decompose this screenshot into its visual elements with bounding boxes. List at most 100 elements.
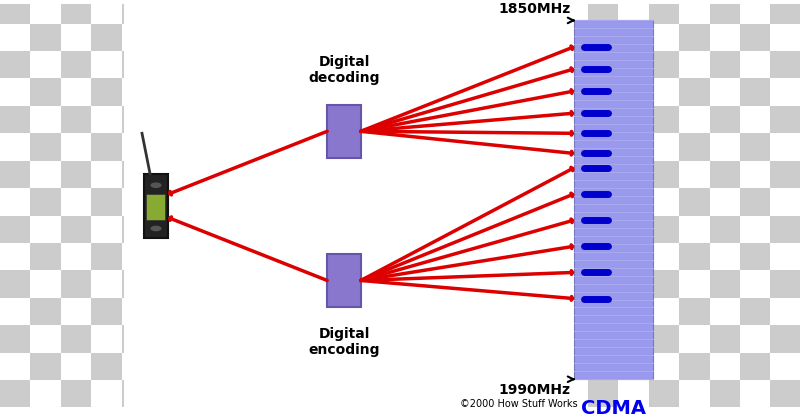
Text: ©2000 How Stuff Works: ©2000 How Stuff Works (459, 399, 578, 409)
Bar (30, 353, 61, 380)
Bar (588, 353, 618, 380)
Bar (122, 215, 124, 243)
Bar (61, 4, 91, 24)
Bar (61, 380, 91, 407)
Bar (30, 79, 61, 106)
Bar (0, 188, 30, 215)
Bar (710, 215, 740, 243)
Bar (30, 243, 61, 270)
Bar (0, 270, 30, 298)
Bar (588, 106, 618, 133)
Bar (679, 380, 710, 407)
Bar (618, 243, 649, 270)
Bar (740, 51, 770, 79)
Bar (30, 298, 61, 325)
Bar (146, 194, 165, 220)
Bar (61, 215, 91, 243)
Bar (679, 270, 710, 298)
Bar (679, 161, 710, 188)
Bar (618, 79, 649, 106)
Bar (588, 24, 618, 51)
Bar (710, 24, 740, 51)
Bar (588, 188, 618, 215)
Bar (61, 325, 91, 353)
Bar (30, 4, 61, 24)
Bar (618, 270, 649, 298)
Bar (61, 270, 91, 298)
Bar (61, 298, 91, 325)
Bar (649, 106, 679, 133)
Bar (0, 106, 30, 133)
Bar (0, 4, 30, 24)
Bar (679, 353, 710, 380)
Bar (770, 298, 800, 325)
Bar (770, 380, 800, 407)
Bar (710, 298, 740, 325)
Bar (618, 133, 649, 161)
Bar (122, 353, 124, 380)
Bar (618, 51, 649, 79)
Bar (770, 215, 800, 243)
Bar (122, 106, 124, 133)
Bar (679, 4, 710, 24)
Bar (770, 51, 800, 79)
Bar (740, 270, 770, 298)
Bar (618, 215, 649, 243)
Bar (679, 298, 710, 325)
Bar (588, 4, 618, 24)
Bar (679, 133, 710, 161)
Text: CDMA: CDMA (581, 399, 646, 418)
Bar (649, 270, 679, 298)
Bar (649, 51, 679, 79)
Bar (91, 24, 122, 51)
Bar (91, 215, 122, 243)
Bar (770, 161, 800, 188)
Bar (588, 215, 618, 243)
Bar (122, 79, 124, 106)
Bar (740, 4, 770, 24)
Bar (770, 79, 800, 106)
Bar (679, 24, 710, 51)
Bar (0, 79, 30, 106)
Bar (649, 188, 679, 215)
Bar (710, 188, 740, 215)
Bar (0, 243, 30, 270)
Bar (144, 173, 168, 238)
Bar (649, 4, 679, 24)
Bar (649, 325, 679, 353)
Bar (0, 51, 30, 79)
Bar (618, 106, 649, 133)
Bar (710, 353, 740, 380)
Bar (122, 380, 124, 407)
Bar (61, 106, 91, 133)
Bar (122, 24, 124, 51)
Bar (710, 325, 740, 353)
Bar (30, 133, 61, 161)
Bar (61, 133, 91, 161)
Bar (61, 188, 91, 215)
Bar (30, 106, 61, 133)
Bar (0, 380, 30, 407)
Bar (91, 4, 122, 24)
Bar (588, 380, 618, 407)
Bar (91, 188, 122, 215)
Bar (327, 254, 361, 307)
Bar (740, 243, 770, 270)
Bar (91, 79, 122, 106)
Bar (770, 353, 800, 380)
Bar (770, 24, 800, 51)
Bar (0, 325, 30, 353)
Bar (122, 161, 124, 188)
Bar (30, 270, 61, 298)
Bar (618, 325, 649, 353)
Bar (30, 51, 61, 79)
Bar (710, 51, 740, 79)
Bar (740, 325, 770, 353)
Bar (122, 133, 124, 161)
Bar (679, 188, 710, 215)
Bar (588, 161, 618, 188)
Bar (649, 353, 679, 380)
Bar (649, 79, 679, 106)
Bar (740, 79, 770, 106)
Bar (679, 106, 710, 133)
